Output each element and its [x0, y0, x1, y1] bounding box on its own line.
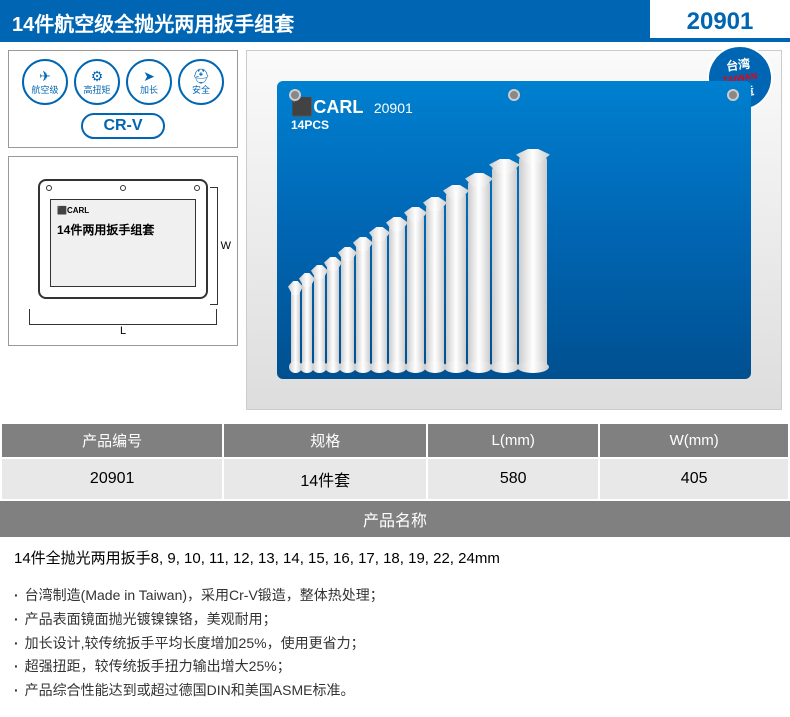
- product-title: 14件航空级全抛光两用扳手组套: [0, 0, 650, 42]
- grommet-icon: [289, 89, 301, 101]
- wrench-icon: [389, 225, 405, 367]
- name-header: 产品名称: [0, 501, 790, 537]
- wrench-icon: [314, 273, 325, 367]
- badge-label: 加长: [140, 83, 158, 96]
- wrenches-row: [291, 157, 737, 367]
- dimension-box: ⬛CARL 14件两用扳手组套 L W: [8, 156, 238, 346]
- badge-icon: ✈: [39, 69, 51, 83]
- spec-table: 产品编号规格L(mm)W(mm) 2090114件套580405: [0, 422, 790, 501]
- feature-item: 加长设计,较传统扳手平均长度增加25%，使用更省力；: [14, 632, 776, 656]
- dim-inner: ⬛CARL 14件两用扳手组套: [50, 199, 196, 287]
- left-column: ✈航空级⚙高扭矩➤加长⛑安全 CR-V ⬛CARL 14件两用扳手组套 L W: [8, 50, 238, 410]
- spec-header-cell: 规格: [223, 423, 427, 458]
- feature-item: 产品表面镜面抛光镀镍镍铬，美观耐用；: [14, 608, 776, 632]
- badge-label: 高扭矩: [83, 83, 110, 96]
- badge-icon: ⚙: [91, 69, 104, 83]
- spec-cell: 580: [427, 458, 599, 500]
- badge-label: 航空级: [31, 83, 58, 96]
- dim-brand: ⬛CARL: [57, 206, 189, 215]
- pouch-code: 20901: [374, 100, 413, 116]
- grommet-icon: [194, 185, 200, 191]
- name-content: 14件全抛光两用扳手8, 9, 10, 11, 12, 13, 14, 15, …: [0, 537, 790, 578]
- wrench-icon: [426, 205, 444, 367]
- feature-badge: ⛑安全: [178, 59, 224, 105]
- wrench-icon: [356, 245, 370, 367]
- material-badge: CR-V: [81, 113, 164, 139]
- dim-width: W: [217, 187, 231, 305]
- grommet-icon: [46, 185, 52, 191]
- badge-icon: ➤: [143, 69, 155, 83]
- feature-badge: ✈航空级: [22, 59, 68, 105]
- wrench-icon: [341, 255, 354, 367]
- wrench-icon: [492, 167, 517, 367]
- badge-box: ✈航空级⚙高扭矩➤加长⛑安全 CR-V: [8, 50, 238, 148]
- spec-cell: 405: [599, 458, 789, 500]
- grommet-icon: [727, 89, 739, 101]
- spec-data-row: 2090114件套580405: [1, 458, 789, 500]
- wrench-icon: [468, 181, 490, 367]
- pouch: ⬛CARL 20901 14PCS: [277, 81, 751, 379]
- dim-length: L: [29, 324, 217, 337]
- product-image: 台湾 TAIWAN 制造 ⬛CARL 20901 14PCS: [246, 50, 782, 410]
- dim-outline: ⬛CARL 14件两用扳手组套: [38, 179, 208, 299]
- code-wrap: 20901: [650, 0, 790, 42]
- pouch-pcs: 14PCS: [291, 118, 737, 132]
- feature-badge: ⚙高扭矩: [74, 59, 120, 105]
- header: 14件航空级全抛光两用扳手组套 20901: [0, 0, 790, 42]
- wrench-icon: [302, 281, 312, 367]
- feature-item: 台湾制造(Made in Taiwan)，采用Cr-V锻造，整体热处理；: [14, 584, 776, 608]
- wrench-icon: [519, 157, 547, 367]
- badge-label: 安全: [192, 83, 210, 96]
- badge-icon: ⛑: [192, 69, 210, 83]
- pouch-brand: ⬛CARL: [291, 97, 363, 117]
- spec-cell: 20901: [1, 458, 223, 500]
- spec-header-cell: L(mm): [427, 423, 599, 458]
- grommet-icon: [508, 89, 520, 101]
- wrench-icon: [372, 235, 387, 367]
- wrench-icon: [407, 215, 424, 367]
- badges-row: ✈航空级⚙高扭矩➤加长⛑安全: [17, 59, 229, 105]
- feature-item: 产品综合性能达到或超过德国DIN和美国ASME标准。: [14, 679, 776, 703]
- grommet-icon: [120, 185, 126, 191]
- spec-cell: 14件套: [223, 458, 427, 500]
- feature-item: 超强扭距，较传统扳手扭力输出增大25%；: [14, 655, 776, 679]
- spec-header-row: 产品编号规格L(mm)W(mm): [1, 423, 789, 458]
- wrench-icon: [327, 265, 339, 367]
- feature-badge: ➤加长: [126, 59, 172, 105]
- features-list: 台湾制造(Made in Taiwan)，采用Cr-V锻造，整体热处理；产品表面…: [0, 578, 790, 717]
- wrench-icon: [291, 289, 300, 367]
- wrench-icon: [446, 193, 466, 367]
- spec-header-cell: W(mm): [599, 423, 789, 458]
- content-row: ✈航空级⚙高扭矩➤加长⛑安全 CR-V ⬛CARL 14件两用扳手组套 L W …: [0, 42, 790, 418]
- dim-label: 14件两用扳手组套: [57, 221, 189, 238]
- spec-header-cell: 产品编号: [1, 423, 223, 458]
- product-code: 20901: [687, 8, 754, 38]
